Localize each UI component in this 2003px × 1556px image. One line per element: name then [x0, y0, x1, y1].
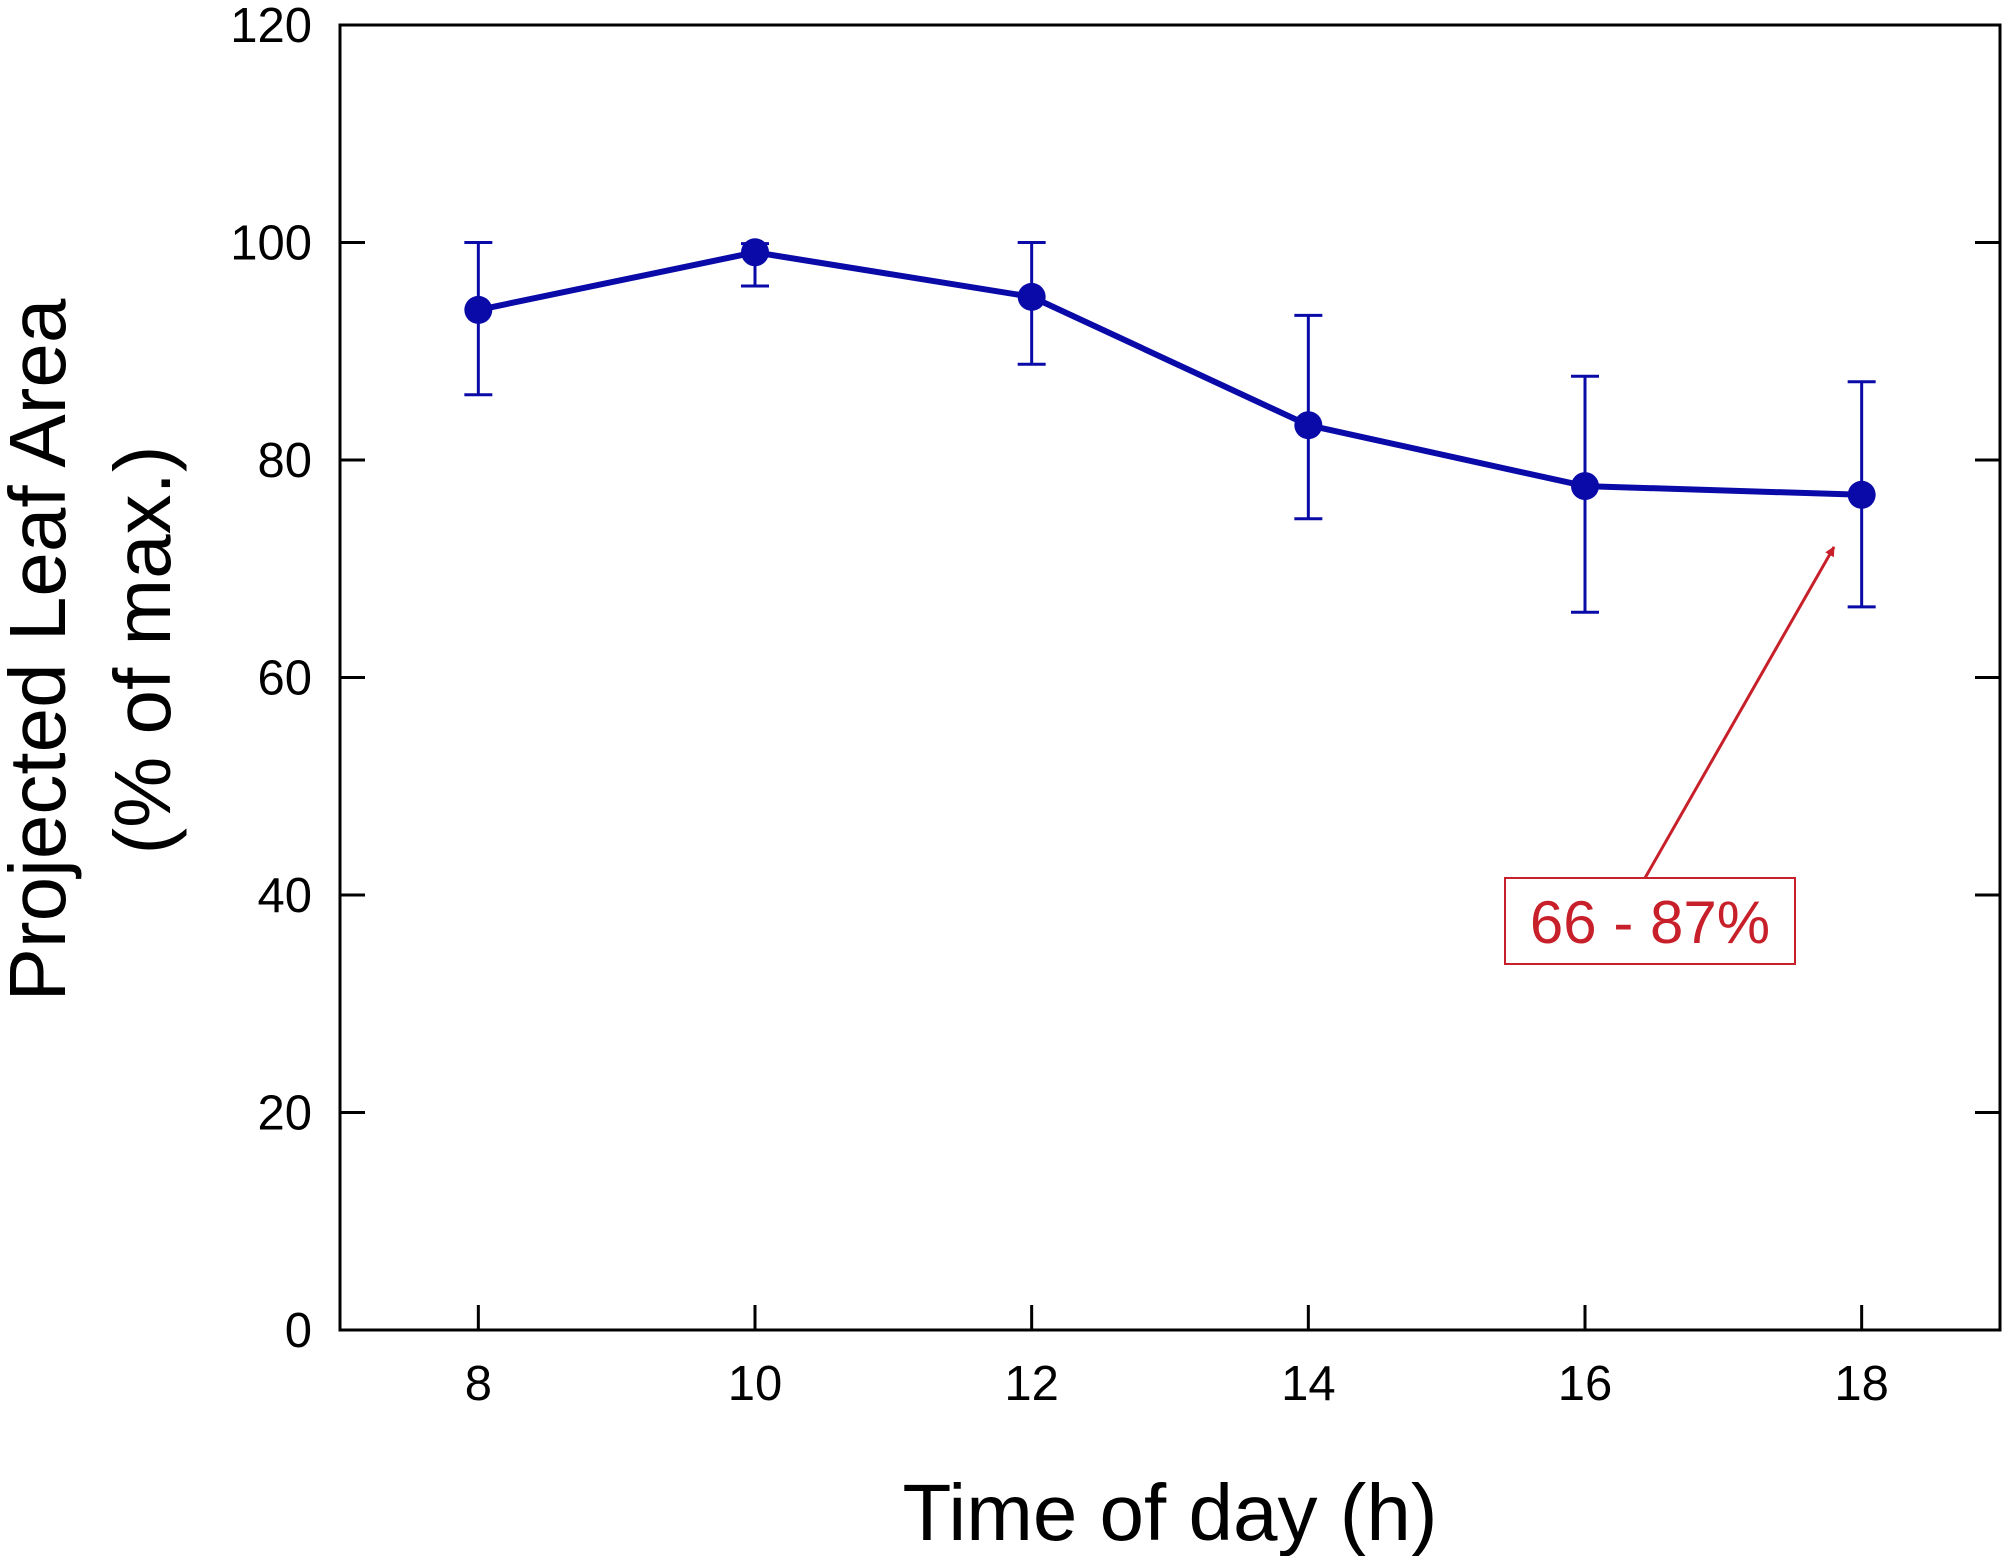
x-tick-label: 8: [465, 1357, 492, 1411]
data-point: [1571, 472, 1599, 501]
y-tick-label: 60: [257, 652, 312, 706]
annotation-arrow: [1643, 546, 1836, 879]
plot-frame: [338, 23, 2002, 1332]
annotation-box: [1504, 877, 1796, 965]
x-axis-title: Time of day (h): [903, 1468, 1438, 1556]
y-tick-label: 40: [257, 869, 312, 923]
y-axis-title-line2: (% of max.): [98, 446, 187, 855]
annotation-label: 66 - 87%: [1530, 889, 1770, 956]
y-tick-label: 120: [230, 0, 312, 53]
y-tick-label: 100: [230, 217, 312, 271]
x-tick-label: 16: [1558, 1357, 1613, 1411]
y-tick-label: 20: [257, 1087, 312, 1141]
y-tick-label: 0: [285, 1304, 312, 1358]
x-tick-label: 18: [1834, 1357, 1889, 1411]
y-axis-ticks: 0 20 40 60 80 100 120: [230, 0, 2000, 1358]
x-tick-label: 14: [1281, 1357, 1336, 1411]
data-series: [464, 238, 1876, 614]
y-axis-title-line1: Projected Leaf Area: [0, 298, 82, 1001]
x-tick-label: 12: [1004, 1357, 1059, 1411]
data-point: [1017, 282, 1046, 311]
data-point: [1294, 411, 1323, 440]
x-axis-ticks: 8 10 12 14 16 18: [465, 1305, 1889, 1411]
x-tick-label: 10: [728, 1357, 783, 1411]
data-point: [464, 295, 493, 324]
data-point: [1847, 480, 1876, 509]
series-line: [477, 249, 1862, 498]
annotation: 66 - 87%: [1504, 546, 1836, 965]
y-tick-label: 80: [257, 434, 312, 488]
data-point: [741, 238, 769, 267]
